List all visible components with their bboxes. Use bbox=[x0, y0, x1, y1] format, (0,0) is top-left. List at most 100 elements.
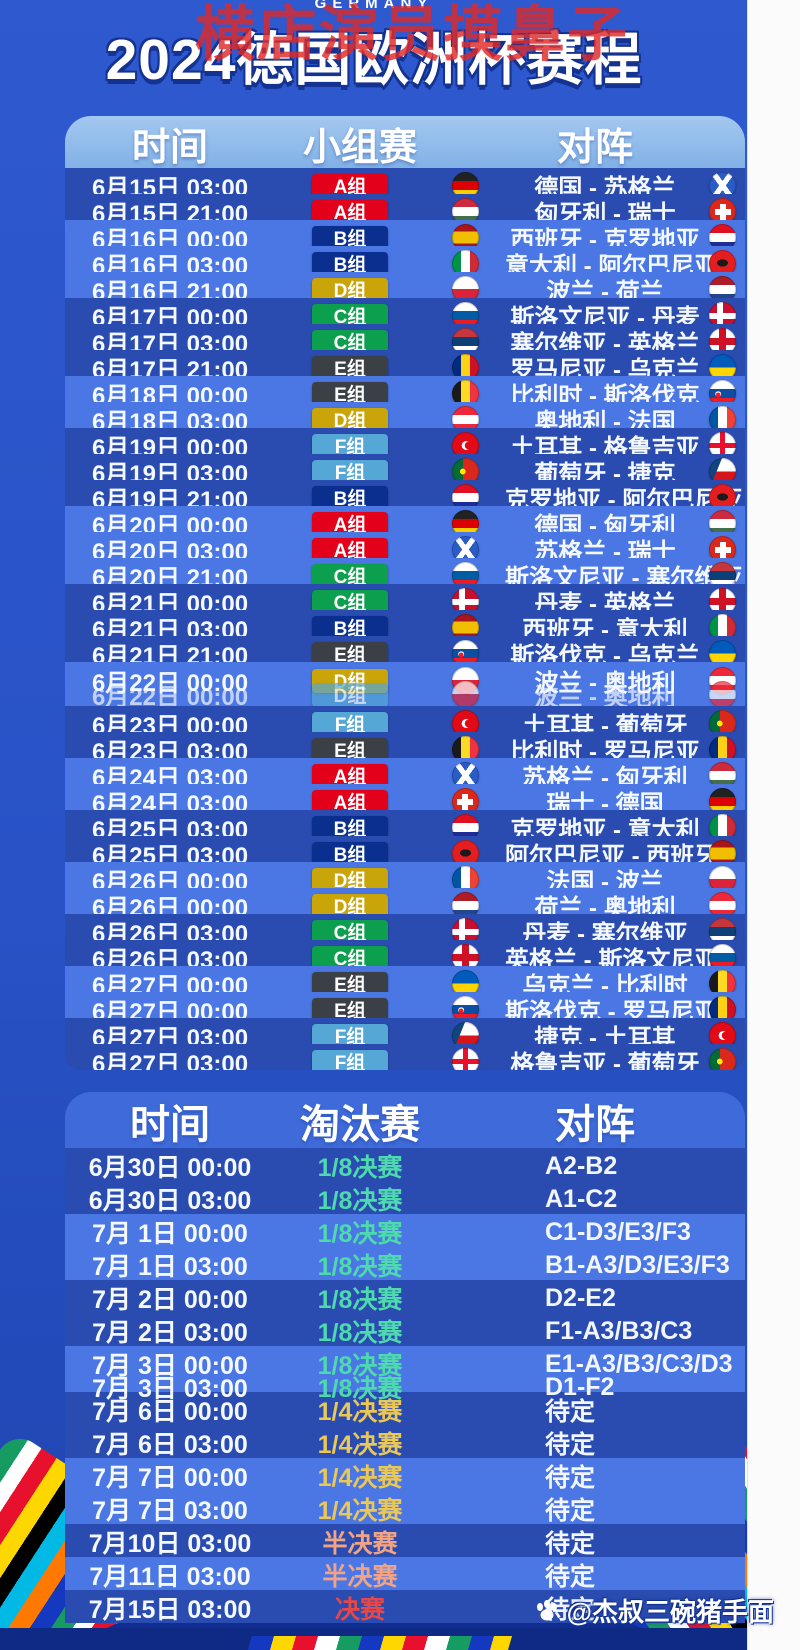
matchup-text: 待定 bbox=[545, 1398, 596, 1426]
match-row: 6月24日 03:00 A组 苏格兰 - 匈牙利 bbox=[65, 758, 745, 792]
group-badge: E组 bbox=[312, 971, 388, 996]
match-time: 7月15日 03:00 bbox=[88, 1596, 252, 1623]
match-row-content: 6月21日 21:00 E组 斯洛伐克 - 乌克兰 bbox=[65, 636, 745, 670]
group-badge: E组 bbox=[312, 381, 388, 406]
matchup-text: 待定 bbox=[545, 1530, 596, 1558]
match-time: 6月27日 03:00 bbox=[91, 1051, 249, 1070]
match-row-content: 6月18日 03:00 D组 奥地利 - 法国 bbox=[65, 402, 745, 436]
group-badge: E组 bbox=[312, 355, 388, 380]
matchup-text: 波兰 - 奥地利 bbox=[534, 670, 676, 697]
matchup-text: 待定 bbox=[545, 1431, 596, 1459]
match-row-content: 6月16日 21:00 D组 波兰 - 荷兰 bbox=[65, 272, 745, 306]
georgia-flag-icon bbox=[451, 1048, 479, 1070]
match-row: 6月26日 03:00 C组 丹麦 - 塞尔维亚 bbox=[65, 914, 745, 948]
group-badge: A组 bbox=[312, 173, 388, 198]
knockout-row: 7月 1日 00:00 1/8决赛 C1-D3/E3/F3 bbox=[65, 1214, 745, 1248]
match-row: 6月20日 00:00 A组 德国 - 匈牙利 bbox=[65, 506, 745, 540]
author-watermark: @杰叔三碗猪手面 bbox=[535, 1592, 774, 1629]
match-row-content: 6月25日 03:00 B组 克罗地亚 - 意大利 bbox=[65, 810, 745, 844]
germany-label: GERMANY bbox=[314, 0, 434, 12]
group-badge: C组 bbox=[312, 303, 388, 328]
match-row-content: 6月16日 03:00 B组 意大利 - 阿尔巴尼亚 bbox=[65, 246, 745, 280]
match-row: 6月16日 00:00 B组 西班牙 - 克罗地亚 bbox=[65, 220, 745, 254]
group-badge: D组 bbox=[312, 682, 388, 707]
knockout-row: 7月 1日 03:00 1/8决赛 B1-A3/D3/E3/F3 bbox=[65, 1247, 745, 1281]
match-row: 6月27日 00:00 E组 乌克兰 - 比利时 bbox=[65, 966, 745, 1000]
matchup-text: D2-E2 bbox=[545, 1283, 616, 1312]
match-time: 7月 7日 03:00 bbox=[92, 1497, 248, 1525]
group-header-stage: 小组赛 bbox=[302, 127, 417, 169]
stage-label: 1/4决赛 bbox=[317, 1497, 403, 1525]
group-badge: D组 bbox=[312, 277, 388, 302]
match-row-content: 6月27日 03:00 F组 格鲁吉亚 - 葡萄牙 bbox=[65, 1044, 745, 1070]
match-row: 6月26日 00:00 D组 荷兰 - 奥地利 bbox=[65, 888, 745, 922]
match-time: 6月30日 00:00 bbox=[88, 1154, 252, 1182]
match-row: 6月19日 21:00 B组 克罗地亚 - 阿尔巴尼亚 bbox=[65, 480, 745, 514]
match-row: 6月16日 21:00 D组 波兰 - 荷兰 bbox=[65, 272, 745, 306]
group-badge: F组 bbox=[312, 459, 388, 484]
match-row-content: 6月15日 21:00 A组 匈牙利 - 瑞士 bbox=[65, 194, 745, 228]
bottom-stripes-decoration bbox=[247, 1636, 513, 1650]
match-time: 7月 3日 03:00 bbox=[92, 1375, 248, 1403]
match-time: 7月 7日 00:00 bbox=[92, 1464, 248, 1492]
match-row: 6月23日 03:00 E组 比利时 - 罗马尼亚 bbox=[65, 732, 745, 766]
stage-label: 1/4决赛 bbox=[317, 1464, 403, 1492]
group-header-time: 时间 bbox=[131, 127, 208, 169]
group-badge: E组 bbox=[312, 737, 388, 762]
match-row-content: 6月15日 03:00 A组 德国 - 苏格兰 bbox=[65, 168, 745, 202]
match-time: 7月 3日 00:00 bbox=[92, 1352, 248, 1380]
match-row: 6月21日 00:00 C组 丹麦 - 英格兰 bbox=[65, 584, 745, 618]
match-time: 7月10日 03:00 bbox=[88, 1530, 252, 1558]
group-header-matchup: 对阵 bbox=[556, 127, 633, 169]
match-time: 7月 2日 00:00 bbox=[92, 1286, 248, 1314]
match-row-content: 6月23日 03:00 E组 比利时 - 罗马尼亚 bbox=[65, 732, 745, 766]
knockout-row: 7月15日 03:00 决赛 待定 bbox=[65, 1590, 745, 1623]
match-time: 7月 6日 03:00 bbox=[92, 1431, 248, 1459]
knockout-header-matchup: 对阵 bbox=[555, 1103, 635, 1147]
match-row-content: 6月27日 03:00 F组 捷克 - 土耳其 bbox=[65, 1018, 745, 1052]
match-row: 6月27日 03:00 F组 格鲁吉亚 - 葡萄牙 bbox=[65, 1044, 745, 1070]
group-table-header: 时间 小组赛 对阵 bbox=[65, 116, 745, 169]
knockout-row: 7月 7日 00:00 1/4决赛 待定 bbox=[65, 1458, 745, 1492]
stage-label: 1/8决赛 bbox=[317, 1375, 403, 1403]
match-row: 6月25日 03:00 B组 克罗地亚 - 意大利 bbox=[65, 810, 745, 844]
group-badge: B组 bbox=[312, 615, 388, 640]
knockout-stage-table: 时间 淘汰赛 对阵 6月30日 00:00 1/8决赛 A2-B2 6月30日 03:… bbox=[65, 1092, 745, 1623]
match-row: 6月27日 03:00 F组 捷克 - 土耳其 bbox=[65, 1018, 745, 1052]
match-row-content: 6月26日 03:00 C组 英格兰 - 斯洛文尼亚 bbox=[65, 940, 745, 974]
group-badge: B组 bbox=[312, 841, 388, 866]
knockout-row: 7月 6日 03:00 1/4决赛 待定 bbox=[65, 1425, 745, 1459]
match-row-content: 6月26日 00:00 D组 法国 - 波兰 bbox=[65, 862, 745, 896]
match-row-content: 6月19日 21:00 B组 克罗地亚 - 阿尔巴尼亚 bbox=[65, 480, 745, 514]
match-time: 7月11日 03:00 bbox=[89, 1563, 251, 1591]
match-time: 7月 2日 03:00 bbox=[92, 1319, 248, 1347]
stage-label: 1/8决赛 bbox=[317, 1187, 403, 1215]
portugal-flag-icon bbox=[709, 1048, 736, 1070]
match-row: 6月23日 00:00 F组 土耳其 - 葡萄牙 bbox=[65, 706, 745, 740]
group-badge: D组 bbox=[312, 893, 388, 918]
group-badge: A组 bbox=[312, 511, 388, 536]
group-badge: C组 bbox=[312, 329, 388, 354]
match-row: 6月18日 03:00 D组 奥地利 - 法国 bbox=[65, 402, 745, 436]
austria-flag-icon bbox=[709, 681, 736, 708]
group-badge: C组 bbox=[312, 563, 388, 588]
match-row-content: 6月23日 00:00 F组 土耳其 - 葡萄牙 bbox=[65, 706, 745, 740]
match-row-content: 6月17日 21:00 E组 罗马尼亚 - 乌克兰 bbox=[65, 350, 745, 384]
stage-label: 半决赛 bbox=[322, 1563, 398, 1591]
knockout-row: 7月 2日 03:00 1/8决赛 F1-A3/B3/C3 bbox=[65, 1313, 745, 1347]
match-row-content: 6月27日 00:00 E组 斯洛伐克 - 罗马尼亚 bbox=[65, 992, 745, 1026]
match-row-content: 6月25日 03:00 B组 阿尔巴尼亚 - 西班牙 bbox=[65, 836, 745, 870]
stage-label: 决赛 bbox=[334, 1596, 385, 1623]
knockout-row: 7月 7日 03:00 1/4决赛 待定 bbox=[65, 1491, 745, 1525]
group-badge: F组 bbox=[312, 1023, 388, 1048]
matchup-text: E1-A3/B3/C3/D3 bbox=[545, 1349, 733, 1378]
match-time: 7月 1日 00:00 bbox=[92, 1220, 248, 1248]
knockout-rows: 6月30日 00:00 1/8决赛 A2-B2 6月30日 03:00 1/8决赛 A1-… bbox=[65, 1148, 745, 1623]
stage-label: 1/8决赛 bbox=[317, 1352, 403, 1380]
match-row-content: 6月24日 03:00 A组 瑞士 - 德国 bbox=[65, 784, 745, 818]
page-title: 2024德国欧洲杯赛程 bbox=[105, 28, 643, 92]
group-stage-table: 时间 小组赛 对阵 6月15日 03:00 A组 德国 - 苏格兰 6月15日 21:… bbox=[65, 116, 745, 1070]
matchup-text: C1-D3/E3/F3 bbox=[545, 1217, 691, 1246]
match-row-content: 6月17日 03:00 C组 塞尔维亚 - 英格兰 bbox=[65, 324, 745, 358]
